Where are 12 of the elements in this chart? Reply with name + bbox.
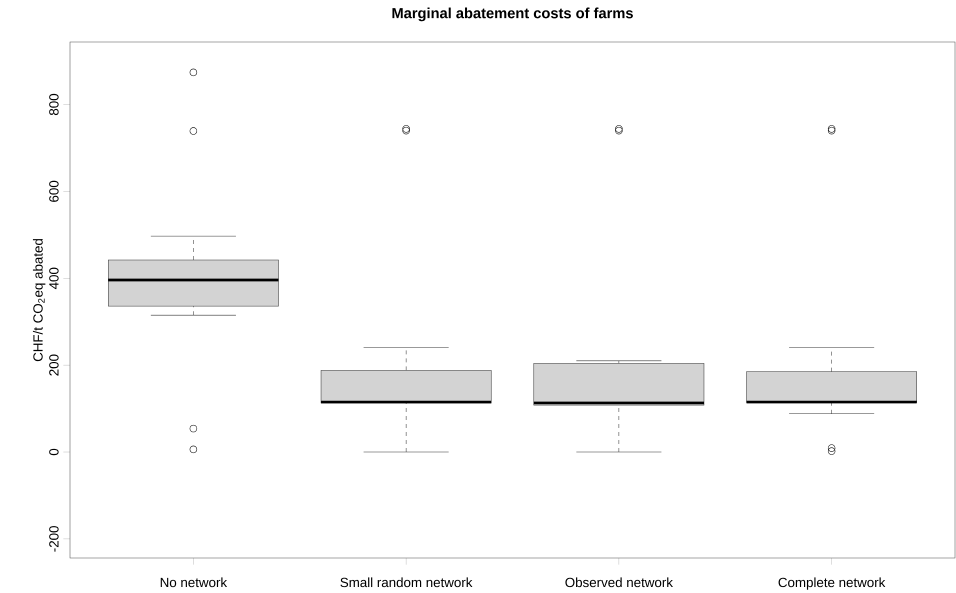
y-tick-label: 200: [49, 354, 59, 376]
x-tick-label: No network: [160, 577, 228, 588]
y-tick-label: 600: [49, 180, 59, 202]
x-tick-label: Complete network: [778, 577, 886, 590]
y-tick-label: 400: [49, 268, 59, 290]
y-tick-label: -200: [49, 526, 59, 552]
y-axis-title: CHF/t CO$_{2}$eq abated: [32, 239, 46, 362]
y-tick-label: 800: [49, 94, 59, 116]
y-tick-label: 0: [49, 448, 59, 456]
chart-title: Marginal abatement costs of farms: [392, 8, 633, 22]
x-tick-label: Small random network: [340, 577, 472, 588]
x-tick-label: Observed network: [565, 577, 673, 588]
